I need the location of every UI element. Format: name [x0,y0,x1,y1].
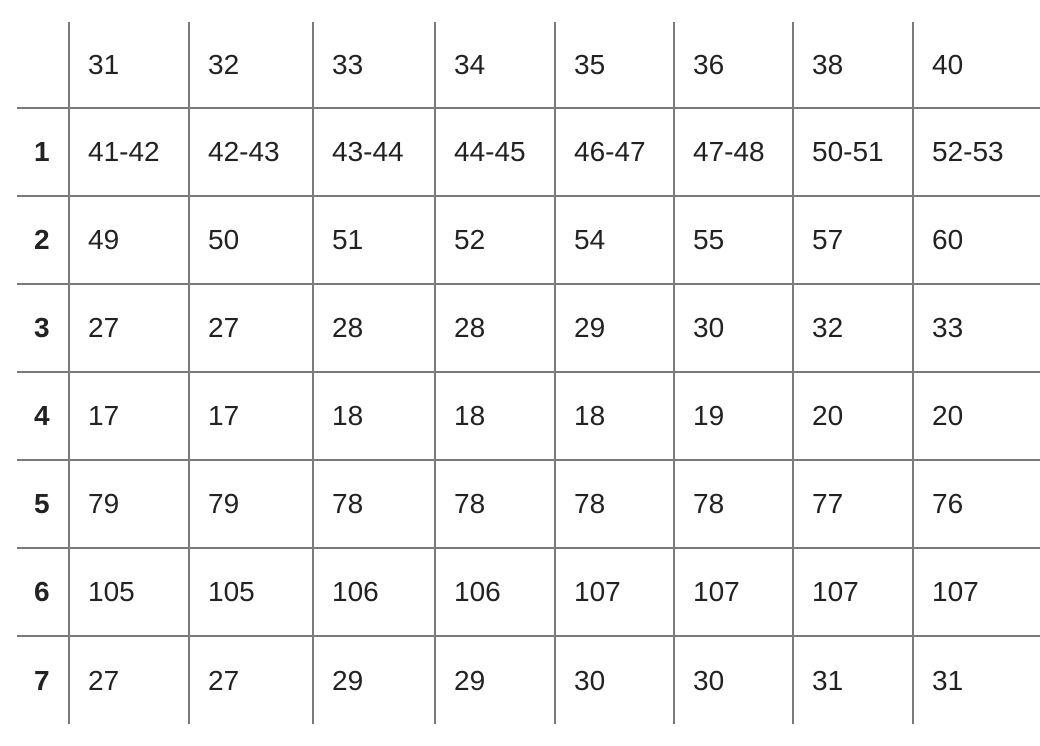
table-row: 6 105 105 106 106 107 107 107 107 [17,547,1040,636]
column-header: 35 [554,22,674,108]
table-row: 7 27 27 29 29 30 30 31 31 [17,635,1040,724]
table-cell: 107 [912,547,1040,636]
table-cell: 27 [68,635,189,724]
table-cell: 17 [188,371,313,460]
row-header: 4 [17,371,69,460]
table-cell: 18 [554,371,674,460]
table-cell: 78 [312,459,435,548]
table-cell: 76 [912,459,1040,548]
table-cell: 106 [312,547,435,636]
corner-cell [17,22,69,108]
table-cell: 51 [312,195,435,284]
table-cell: 79 [68,459,189,548]
table-cell: 107 [673,547,793,636]
table-cell: 52 [434,195,555,284]
row-header: 1 [17,107,69,196]
column-header: 38 [792,22,913,108]
table-cell: 60 [912,195,1040,284]
table-cell: 52-53 [912,107,1040,196]
table-cell: 107 [792,547,913,636]
table-cell: 42-43 [188,107,313,196]
row-header: 5 [17,459,69,548]
table-cell: 77 [792,459,913,548]
table-cell: 54 [554,195,674,284]
table-cell: 20 [792,371,913,460]
row-header: 7 [17,635,69,724]
table-cell: 27 [188,635,313,724]
table-cell: 78 [673,459,793,548]
table-cell: 28 [312,283,435,372]
table-cell: 30 [673,283,793,372]
table-row: 1 41-42 42-43 43-44 44-45 46-47 47-48 50-51 52-5… [17,107,1040,196]
table-row: 4 17 17 18 18 18 19 20 20 [17,371,1040,460]
table-cell: 57 [792,195,913,284]
table-cell: 44-45 [434,107,555,196]
size-table: 31 32 33 34 35 36 38 40 1 41-42 42-43 43-44 44-45 46-… [17,22,1040,724]
table-cell: 29 [554,283,674,372]
table-cell: 55 [673,195,793,284]
table-cell: 20 [912,371,1040,460]
table-body: 31 32 33 34 35 36 38 40 1 41-42 42-43 43-44 44-45 46-… [17,22,1040,724]
table-cell: 47-48 [673,107,793,196]
table-row: 2 49 50 51 52 54 55 57 60 [17,195,1040,284]
table-cell: 30 [673,635,793,724]
table-cell: 105 [188,547,313,636]
column-header: 40 [912,22,1040,108]
table-cell: 50-51 [792,107,913,196]
column-header: 36 [673,22,793,108]
table-cell: 43-44 [312,107,435,196]
column-header: 34 [434,22,555,108]
table-cell: 107 [554,547,674,636]
table-cell: 29 [434,635,555,724]
table-cell: 79 [188,459,313,548]
table-cell: 27 [188,283,313,372]
table-cell: 78 [434,459,555,548]
table-cell: 50 [188,195,313,284]
row-header: 6 [17,547,69,636]
table-cell: 49 [68,195,189,284]
table-cell: 105 [68,547,189,636]
table-row: 3 27 27 28 28 29 30 32 33 [17,283,1040,372]
table-cell: 78 [554,459,674,548]
table-cell: 28 [434,283,555,372]
table-cell: 29 [312,635,435,724]
table-cell: 106 [434,547,555,636]
table-cell: 17 [68,371,189,460]
column-header: 32 [188,22,313,108]
column-header: 33 [312,22,435,108]
table-cell: 41-42 [68,107,189,196]
table-cell: 31 [792,635,913,724]
header-row: 31 32 33 34 35 36 38 40 [17,22,1040,108]
table-cell: 31 [912,635,1040,724]
table-cell: 46-47 [554,107,674,196]
row-header: 3 [17,283,69,372]
table-cell: 33 [912,283,1040,372]
column-header: 31 [68,22,189,108]
table-cell: 19 [673,371,793,460]
row-header: 2 [17,195,69,284]
table-cell: 32 [792,283,913,372]
table-cell: 30 [554,635,674,724]
table-row: 5 79 79 78 78 78 78 77 76 [17,459,1040,548]
table-cell: 27 [68,283,189,372]
table-cell: 18 [434,371,555,460]
table-cell: 18 [312,371,435,460]
